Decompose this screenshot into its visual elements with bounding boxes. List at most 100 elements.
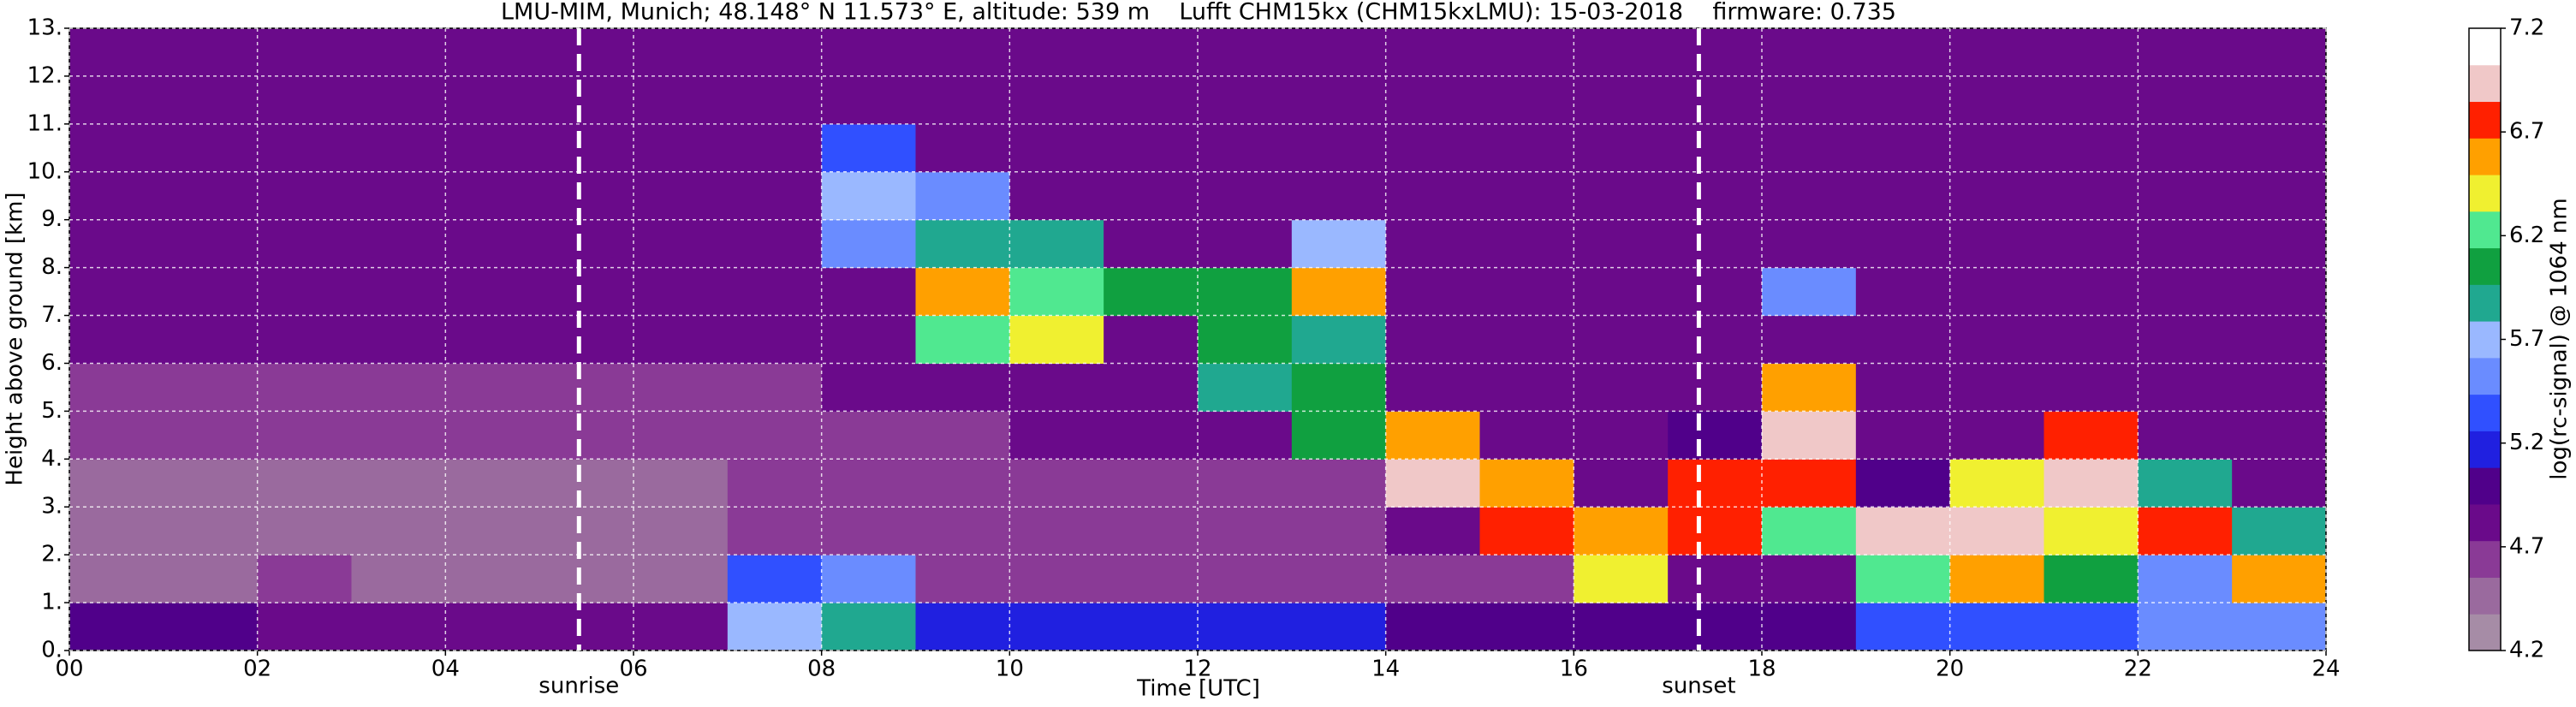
heatmap-cell — [2138, 219, 2233, 269]
heatmap-cell — [1574, 219, 1669, 269]
heatmap-cell — [727, 219, 823, 269]
annotation-label: sunrise — [538, 674, 619, 699]
heatmap-cell — [915, 219, 1010, 269]
heatmap-cell — [1385, 411, 1480, 460]
heatmap-cell — [1949, 171, 2044, 221]
heatmap-cell — [1479, 507, 1574, 556]
heatmap-cell — [69, 171, 164, 221]
heatmap-cell — [445, 219, 540, 269]
heatmap-cell — [915, 411, 1010, 460]
x-tick-label: 18 — [1747, 656, 1776, 682]
colorbar-tick-label: 6.2 — [2509, 223, 2544, 248]
y-tick-label: 6. — [41, 350, 62, 376]
heatmap-cell — [1668, 411, 1763, 460]
heatmap-cell — [539, 459, 634, 508]
heatmap-cell — [1668, 75, 1763, 125]
heatmap-cell — [539, 603, 634, 651]
heatmap-cell — [1855, 28, 1951, 77]
y-tick-label: 13. — [27, 15, 62, 41]
y-tick-label: 9. — [41, 206, 62, 232]
heatmap-cell — [351, 363, 446, 412]
heatmap-cell — [2232, 267, 2327, 317]
heatmap-cell — [257, 123, 352, 173]
y-tick-label: 8. — [41, 254, 62, 280]
heatmap-cell — [1198, 555, 1293, 603]
heatmap-cell — [1855, 411, 1951, 460]
colorbar-swatch — [2469, 503, 2501, 542]
heatmap-cell — [1762, 28, 1857, 77]
chart-title: LMU-MIM, Munich; 48.148° N 11.573° E, al… — [501, 0, 1896, 26]
x-tick-label: 12 — [1183, 656, 1211, 682]
heatmap-cell — [1198, 507, 1293, 556]
heatmap-cell — [163, 219, 259, 269]
heatmap-cell — [2044, 171, 2139, 221]
heatmap-cell — [351, 219, 446, 269]
heatmap-cell — [351, 459, 446, 508]
heatmap-cell — [915, 75, 1010, 125]
heatmap-cell — [1009, 363, 1104, 412]
heatmap-cell — [1762, 507, 1857, 556]
colorbar-tick-label: 5.2 — [2509, 430, 2544, 455]
heatmap-cell — [1855, 123, 1951, 173]
heatmap-cell — [1009, 219, 1104, 269]
heatmap-cell — [727, 555, 823, 603]
heatmap-cell — [1198, 28, 1293, 77]
heatmap-cell — [1009, 123, 1104, 173]
heatmap-cell — [1385, 555, 1480, 603]
heatmap-cell — [821, 507, 916, 556]
colorbar-tick-label: 4.2 — [2509, 638, 2544, 663]
y-tick-label: 10. — [27, 158, 62, 184]
colorbar-swatch — [2469, 394, 2501, 431]
heatmap-cell — [257, 267, 352, 317]
heatmap-cell — [1668, 219, 1763, 269]
heatmap-cell — [1668, 28, 1763, 77]
heatmap-cell — [539, 28, 634, 77]
heatmap-cell — [2232, 507, 2327, 556]
heatmap-cell — [445, 507, 540, 556]
x-tick-label: 10 — [996, 656, 1024, 682]
heatmap-cell — [445, 123, 540, 173]
heatmap-cell — [257, 555, 352, 603]
heatmap-cell — [1574, 75, 1669, 125]
colorbar-label: log(rc-signal) @ 1064 nm — [2547, 198, 2573, 479]
heatmap-cell — [1104, 171, 1199, 221]
heatmap-cell — [1762, 267, 1857, 317]
heatmap-cell — [163, 603, 259, 651]
heatmap-cell — [1855, 219, 1951, 269]
heatmap-cell — [2044, 123, 2139, 173]
heatmap-cell — [1574, 603, 1669, 651]
heatmap-cell — [257, 507, 352, 556]
heatmap-cell — [1104, 315, 1199, 364]
heatmap-cell — [1104, 267, 1199, 317]
heatmap-cell — [1949, 267, 2044, 317]
heatmap-cell — [1479, 28, 1574, 77]
heatmap-cell — [1949, 28, 2044, 77]
heatmap-cell — [1574, 507, 1669, 556]
heatmap-cell — [1479, 219, 1574, 269]
heatmap-cell — [1762, 315, 1857, 364]
heatmap-cell — [445, 411, 540, 460]
heatmap-cell — [1855, 363, 1951, 412]
heatmap-cell — [1574, 363, 1669, 412]
heatmap-cell — [1104, 603, 1199, 651]
heatmap-cell — [1009, 555, 1104, 603]
heatmap-cell — [1291, 75, 1387, 125]
heatmap-cell — [2138, 267, 2233, 317]
heatmap-cell — [257, 411, 352, 460]
heatmap-cell — [1762, 123, 1857, 173]
heatmap-cell — [634, 315, 729, 364]
heatmap-cell — [821, 555, 916, 603]
heatmap-cell — [163, 171, 259, 221]
heatmap-cell — [539, 555, 634, 603]
heatmap-cell — [727, 411, 823, 460]
heatmap-cell — [445, 75, 540, 125]
heatmap-cell — [163, 507, 259, 556]
heatmap-cell — [1479, 603, 1574, 651]
heatmap-cell — [1385, 363, 1480, 412]
heatmap-cell — [915, 363, 1010, 412]
colorbar-tick-label: 4.7 — [2509, 533, 2544, 559]
heatmap-cell — [1668, 267, 1763, 317]
heatmap-cell — [1198, 459, 1293, 508]
heatmap-cell — [69, 267, 164, 317]
heatmap-cell — [1949, 459, 2044, 508]
